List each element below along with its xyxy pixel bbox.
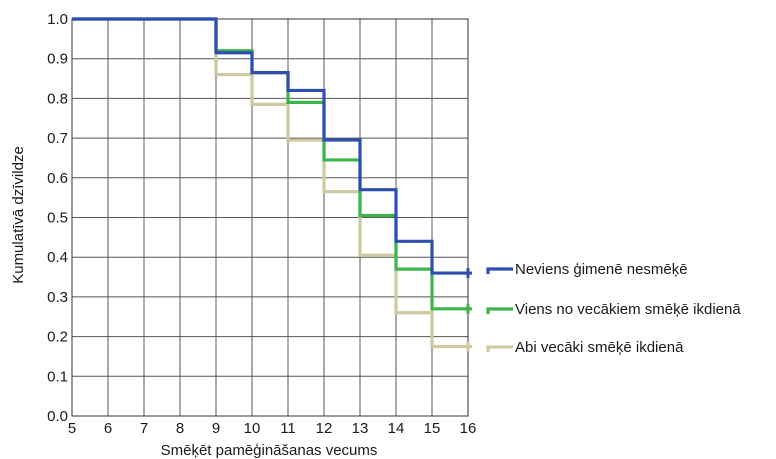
x-tick-label: 12 (316, 420, 333, 437)
y-axis-title: Kumulatīvā dzīvildze (10, 146, 27, 284)
x-tick-label: 6 (104, 420, 112, 437)
legend-label: Neviens ģimenē nesmēķē (515, 261, 688, 278)
legend-swatch (486, 267, 513, 274)
x-tick-label: 15 (424, 420, 441, 437)
plot-frame (71, 18, 469, 417)
y-tick-label: 0.4 (47, 249, 68, 266)
legend-label: Abi vecāki smēķē ikdienā (515, 339, 684, 356)
legend-label: Viens no vecākiem smēķē ikdienā (515, 301, 741, 318)
series-line-3 (72, 17, 468, 349)
y-tick-label: 1.0 (47, 11, 68, 28)
tick-labels: 5 6 7 8 9 10 11 12 13 14 15 16 0.0 0.1 0.2 0.3 0.4 0.5 0.6… (47, 11, 476, 437)
axes (71, 18, 469, 417)
y-tick-label: 0.1 (47, 368, 68, 385)
series-line-2 (72, 17, 468, 311)
y-tick-label: 0.3 (47, 289, 68, 306)
x-tick-label: 8 (176, 420, 184, 437)
x-tick-label: 11 (280, 420, 296, 437)
x-tick-label: 13 (352, 420, 369, 437)
y-tick-label: 0.5 (47, 210, 68, 227)
y-tick-label: 0.0 (47, 408, 68, 425)
y-tick-label: 0.6 (47, 170, 68, 187)
legend-swatch (486, 307, 513, 314)
x-tick-label: 10 (244, 420, 261, 437)
y-tick-label: 0.2 (47, 329, 68, 346)
x-tick-label: 9 (212, 420, 220, 437)
x-tick-label: 14 (388, 420, 405, 437)
x-tick-label: 16 (460, 420, 477, 437)
x-tick-label: 7 (140, 420, 148, 437)
y-tick-label: 0.9 (47, 51, 68, 68)
series-line-1 (72, 17, 468, 275)
legend-swatch (486, 345, 513, 352)
grid (71, 18, 469, 417)
y-tick-label: 0.7 (47, 130, 68, 147)
series-lines (72, 17, 472, 352)
x-axis-title: Smēķēt pamēģināšanas vecums (161, 442, 378, 459)
legend: Neviens ģimenē nesmēķē Viens no vecākiem … (486, 261, 741, 356)
y-tick-label: 0.8 (47, 90, 68, 107)
x-tick-label: 5 (68, 420, 76, 437)
